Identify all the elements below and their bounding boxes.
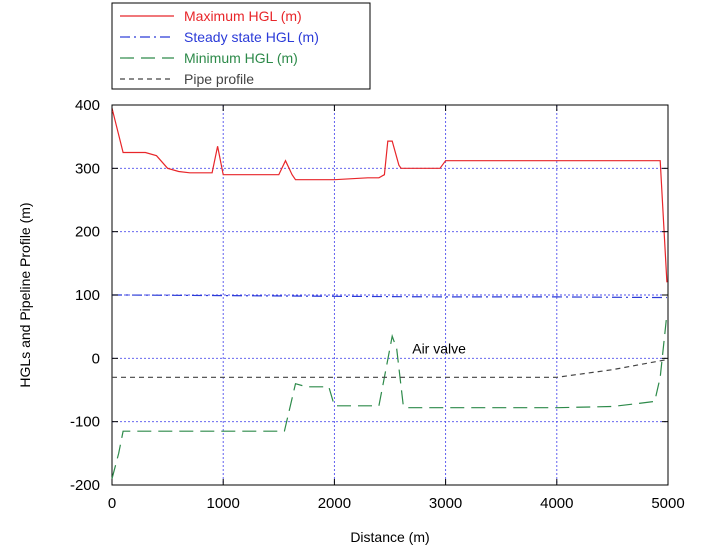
y-tick-label: -200	[70, 477, 100, 494]
series-line-1	[111, 108, 668, 283]
y-tick-label: -100	[70, 414, 100, 431]
x-tick-label: 4000	[540, 495, 573, 512]
x-tick-label: 0	[108, 495, 116, 512]
annotations: Air valve	[412, 340, 466, 356]
plot-area	[111, 104, 669, 486]
y-tick-label: 0	[92, 350, 100, 367]
annotation-label: Air valve	[412, 340, 466, 356]
y-axis-label: HGLs and Pipeline Profile (m)	[17, 202, 33, 387]
legend-label: Pipe profile	[184, 71, 254, 87]
x-tick-label: 1000	[207, 495, 240, 512]
y-tick-label: 400	[75, 97, 100, 114]
legend-label: Maximum HGL (m)	[184, 8, 302, 24]
y-tick-label: 300	[75, 160, 100, 177]
legend-label: Minimum HGL (m)	[184, 50, 298, 66]
legend-box	[111, 2, 371, 90]
y-tick-label: 200	[75, 224, 100, 241]
x-tick-label: 3000	[429, 495, 462, 512]
legend: Maximum HGL (m) Steady state HGL (m) Minim…	[111, 2, 371, 90]
series-line-2	[112, 294, 667, 299]
x-tick-label: 2000	[318, 495, 351, 512]
series-line-3	[111, 313, 668, 479]
tick-labels: 0 1000 2000 3000 4000 5000 -200 -100 0 100 200 300 4…	[70, 97, 685, 512]
legend-label: Steady state HGL (m)	[184, 29, 319, 45]
x-axis-label: Distance (m)	[350, 529, 429, 545]
series-lines	[111, 108, 668, 479]
series-line-4	[112, 359, 668, 378]
y-tick-label: 100	[75, 287, 100, 304]
x-tick-label: 5000	[651, 495, 684, 512]
